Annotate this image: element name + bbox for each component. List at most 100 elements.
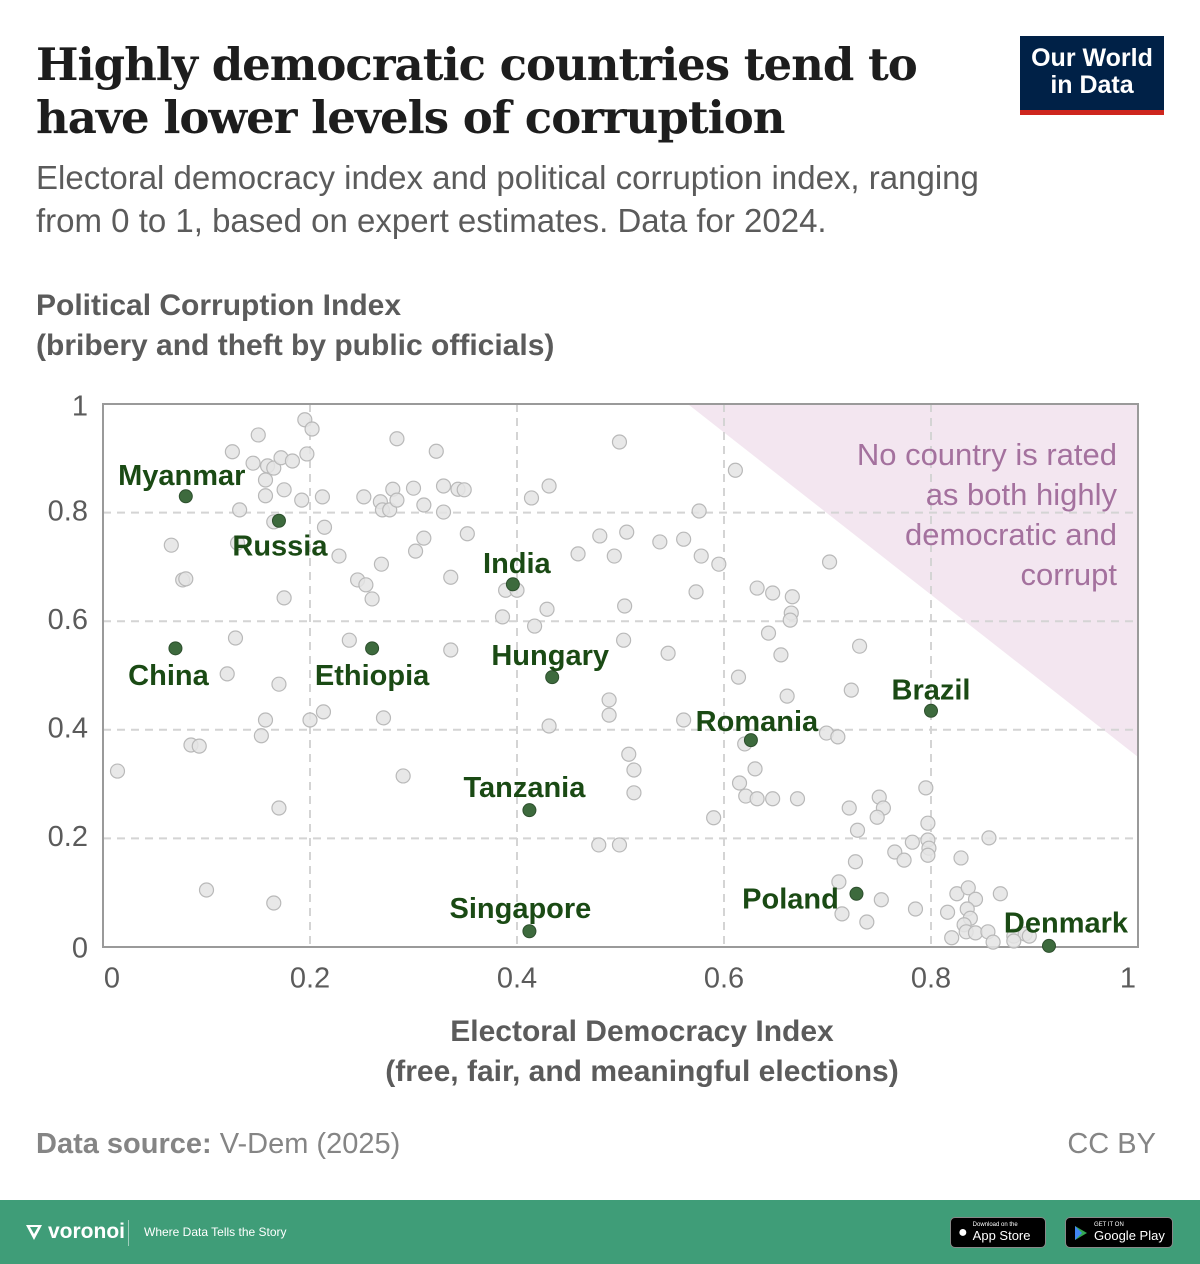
data-point	[163, 537, 179, 553]
data-point	[920, 815, 936, 831]
y-axis-label: Political Corruption Index (bribery and …	[36, 286, 554, 366]
data-point	[688, 584, 704, 600]
highlighted-point-russia	[271, 513, 286, 528]
scatter-plot: No country is rated as both highly democra…	[48, 391, 1139, 995]
data-point	[626, 785, 642, 801]
data-point	[266, 460, 282, 476]
data-point	[831, 874, 847, 890]
data-point	[830, 729, 846, 745]
data-point	[967, 891, 984, 907]
x-tick-label: 0.6	[704, 963, 744, 995]
data-point	[691, 503, 707, 519]
data-point	[191, 738, 207, 754]
data-point	[676, 712, 692, 728]
data-point	[232, 502, 248, 518]
data-point	[284, 453, 301, 469]
annotation-line: democratic and	[905, 517, 1117, 552]
data-point	[773, 647, 789, 663]
country-label-singapore: Singapore	[450, 893, 592, 925]
data-point	[617, 598, 633, 614]
data-point	[873, 892, 889, 908]
y-tick-label: 0.4	[48, 712, 88, 744]
voronoi-logo[interactable]: voronoi	[24, 1220, 125, 1244]
data-point	[592, 528, 608, 544]
data-point	[747, 761, 763, 777]
x-tick-label: 1	[1120, 963, 1136, 995]
highlighted-point-myanmar	[178, 489, 193, 504]
owid-logo[interactable]: Our World in Data	[1020, 36, 1164, 115]
chart-subtitle: Electoral democracy index and political …	[36, 159, 979, 239]
country-label-russia: Russia	[232, 530, 328, 562]
data-point	[782, 612, 798, 628]
highlighted-point-poland	[849, 886, 864, 901]
country-label-india: India	[483, 548, 552, 580]
x-tick-label: 0.4	[497, 963, 537, 995]
branding-bar: voronoi Where Data Tells the Story ● Dow…	[0, 1200, 1200, 1264]
data-point	[443, 642, 459, 658]
data-point	[358, 577, 374, 593]
data-point	[981, 830, 997, 846]
brand-name: voronoi	[48, 1220, 125, 1243]
data-point	[276, 482, 292, 498]
annotation-line: corrupt	[1021, 557, 1118, 592]
data-point	[266, 895, 282, 911]
data-point	[601, 707, 617, 723]
annotation-line: No country is rated	[857, 437, 1117, 472]
data-point	[375, 710, 392, 726]
data-point	[227, 630, 244, 646]
data-point	[859, 914, 875, 930]
data-point	[276, 590, 292, 606]
google-play-small: GET IT ON	[1094, 1222, 1124, 1228]
data-point	[601, 692, 617, 708]
data-point	[304, 421, 320, 437]
data-point	[821, 554, 838, 570]
data-point	[389, 431, 405, 447]
highlighted-point-india	[505, 577, 520, 592]
data-point	[765, 791, 781, 807]
data-point	[494, 609, 511, 625]
data-point	[109, 763, 126, 779]
data-point	[619, 524, 635, 540]
data-point	[706, 810, 722, 826]
annotation-line: as both highly	[926, 477, 1118, 512]
data-point	[257, 712, 274, 728]
data-point	[302, 712, 318, 728]
data-point	[257, 488, 274, 504]
data-point	[834, 906, 850, 922]
data-point	[389, 492, 405, 508]
data-point	[299, 446, 315, 462]
data-point	[896, 852, 912, 868]
data-point	[364, 591, 380, 607]
data-point	[904, 834, 920, 850]
data-point	[178, 571, 194, 587]
google-play-button[interactable]: GET IT ON Google Play	[1065, 1217, 1173, 1248]
y-tick-label: 0	[72, 933, 88, 965]
x-tick-label: 0.8	[911, 963, 951, 995]
data-point	[869, 809, 885, 825]
y-tick-label: 0.8	[48, 495, 88, 527]
app-store-button[interactable]: ● Download on the App Store	[950, 1217, 1046, 1248]
highlighted-points: Myanmar Russia China Ethiopia India Hungary Ro…	[118, 460, 1129, 953]
data-point	[918, 780, 934, 796]
country-label-poland: Poland	[742, 883, 839, 915]
country-label-denmark: Denmark	[1004, 908, 1129, 940]
data-point	[294, 492, 310, 508]
chart-title: Highly democratic countries tend to have…	[36, 38, 918, 144]
data-point	[570, 546, 586, 562]
annotation-text: No country is rated as both highly democra…	[857, 437, 1118, 592]
data-point	[257, 472, 274, 488]
data-point	[676, 531, 692, 547]
data-point	[253, 728, 269, 744]
data-point	[314, 489, 331, 505]
voronoi-icon	[26, 1225, 42, 1240]
data-point	[985, 934, 1001, 950]
source-value[interactable]: V-Dem (2025)	[219, 1128, 401, 1160]
google-play-label: Google Play	[1094, 1228, 1165, 1243]
google-play-icon	[1075, 1225, 1087, 1240]
data-point	[443, 569, 459, 585]
license[interactable]: CC BY	[1067, 1128, 1156, 1160]
data-point	[730, 669, 747, 685]
data-point	[731, 775, 748, 791]
data-point	[1006, 933, 1022, 949]
data-point	[229, 535, 246, 551]
